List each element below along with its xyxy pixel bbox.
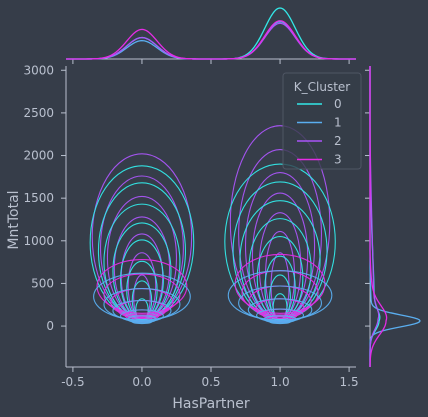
contour-cluster-3-group-1-level-0 [234, 253, 326, 314]
y-tick-label-2: 1000 [23, 234, 54, 248]
contour-cluster-0-group-1-level-6 [269, 274, 291, 320]
contour-cluster-3-group-0-level-1 [103, 273, 181, 316]
contour-cluster-0-group-0-level-6 [131, 280, 153, 320]
top-marginal-curve-3 [66, 20, 356, 60]
y-tick-label-1: 500 [31, 276, 54, 290]
x-tick-label-4: 1.5 [340, 375, 359, 389]
contour-cluster-1-group-0-level-3 [119, 309, 164, 323]
x-tick-label-1: 0.0 [132, 375, 151, 389]
legend-label-3: 3 [334, 153, 342, 167]
kde-contours [89, 125, 336, 325]
x-tick-label-2: 0.5 [201, 375, 220, 389]
contour-cluster-1-group-1-level-3 [256, 308, 305, 323]
x-tick-label-0: -0.5 [61, 375, 84, 389]
top-marginal-plot [66, 7, 356, 64]
contour-cluster-1-group-0-level-4 [126, 315, 158, 324]
x-axis-title: HasPartner [172, 396, 250, 412]
axis-ticks: -0.5 0.0 0.5 1.0 1.5 0 500 1000 1500 2000 2500 3000 [23, 63, 358, 389]
legend-frame [282, 72, 362, 170]
y-tick-label-5: 2500 [23, 106, 54, 120]
legend-title: K_Cluster [294, 80, 351, 94]
legend-label-0: 0 [334, 97, 342, 111]
legend: K_Cluster 0 1 2 3 [282, 72, 362, 170]
contour-cluster-1-group-0-level-2 [112, 299, 172, 322]
contour-cluster-1-group-1-level-2 [247, 298, 313, 322]
y-axis-title: MntTotal [6, 190, 22, 249]
contour-cluster-1-group-0-level-5 [131, 319, 153, 325]
y-tick-label-0: 0 [46, 319, 54, 333]
x-tick-label-3: 1.0 [271, 375, 290, 389]
legend-label-1: 1 [334, 116, 342, 130]
y-tick-label-3: 1500 [23, 191, 54, 205]
contour-cluster-1-group-1-level-4 [263, 315, 297, 324]
contour-cluster-1-group-1-level-5 [269, 319, 291, 325]
right-marginal-curve-3 [369, 66, 388, 368]
legend-label-2: 2 [334, 134, 342, 148]
y-tick-label-4: 2000 [23, 149, 54, 163]
legend-items: 0 1 2 3 [297, 97, 342, 167]
y-tick-label-6: 3000 [23, 63, 54, 77]
right-marginal-plot [365, 66, 421, 368]
contour-cluster-3-group-0-level-0 [96, 259, 188, 314]
